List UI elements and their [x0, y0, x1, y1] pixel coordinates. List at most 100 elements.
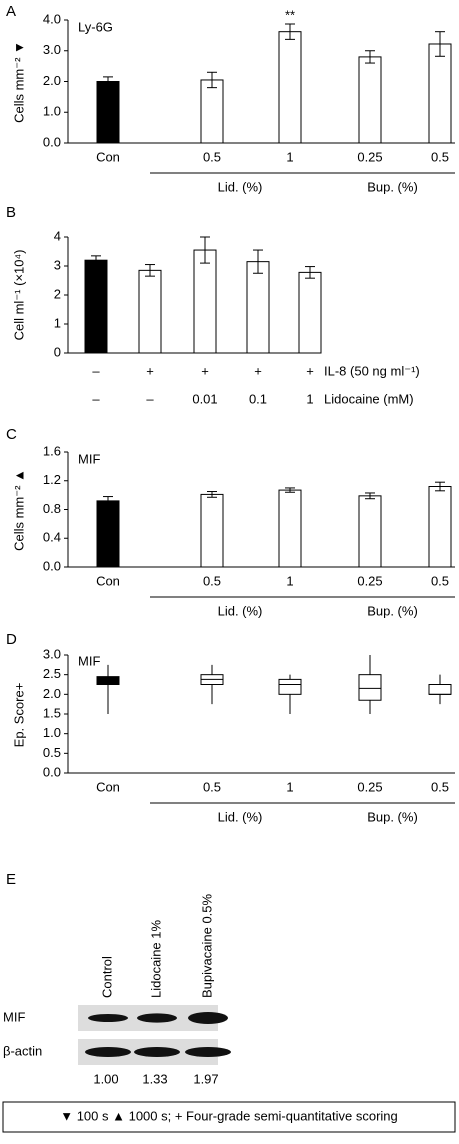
y-tick-label: 2	[54, 286, 61, 301]
x-tick-label: –	[146, 391, 154, 406]
footnote-box	[2, 1101, 456, 1133]
y-tick-label: 0.0	[43, 134, 61, 149]
y-tick-label: 0	[54, 344, 61, 359]
x-tick-label: 0.5	[203, 149, 221, 164]
y-tick-label: 0.4	[43, 530, 61, 545]
y-tick-label: 1.0	[43, 725, 61, 740]
y-tick-label: 2.0	[43, 73, 61, 88]
x-tick-label: –	[92, 391, 100, 406]
x-tick-label: +	[254, 363, 262, 378]
y-axis-label: Cells mm⁻² ▲	[11, 469, 26, 551]
y-tick-label: 1	[54, 315, 61, 330]
lane-label: Lidocaine 1%	[148, 920, 163, 998]
loading-band	[134, 1047, 180, 1057]
x-tick-label: 1	[286, 779, 293, 794]
bar	[84, 259, 108, 354]
x-tick-label: +	[201, 363, 209, 378]
y-tick-label: 1.2	[43, 472, 61, 487]
bar	[96, 500, 120, 568]
panel-letter: B	[6, 204, 16, 221]
loading-band	[85, 1047, 131, 1057]
group-label: Lid. (%)	[218, 603, 263, 618]
bar	[298, 271, 322, 354]
y-tick-label: 4.0	[43, 11, 61, 26]
x-tick-label: Con	[96, 573, 120, 588]
y-tick-label: 0.0	[43, 764, 61, 779]
y-tick-label: 0.5	[43, 745, 61, 760]
x-row-name: IL-8 (50 ng ml⁻¹)	[324, 363, 420, 378]
lane-label: Bupivacaine 0.5%	[199, 893, 214, 998]
x-tick-label: 1	[286, 149, 293, 164]
y-tick-label: 1.6	[43, 443, 61, 458]
y-tick-label: 0.0	[43, 558, 61, 573]
bar	[358, 56, 382, 144]
x-tick-label: 1	[286, 573, 293, 588]
box	[278, 678, 302, 695]
group-label: Bup. (%)	[367, 179, 418, 194]
panel-letter: E	[6, 871, 16, 888]
x-tick-label: 1	[306, 391, 313, 406]
y-tick-label: 2.5	[43, 666, 61, 681]
x-tick-label: 0.1	[249, 391, 267, 406]
panel-annotation: Ly-6G	[78, 19, 113, 34]
panel-letter: A	[6, 3, 16, 20]
x-tick-label: +	[306, 363, 314, 378]
y-tick-label: 3.0	[43, 646, 61, 661]
x-tick-label: 0.5	[431, 779, 449, 794]
footnote: ▼ 100 s ▲ 1000 s; + Four-grade semi-quan…	[60, 1108, 398, 1123]
y-tick-label: 4	[54, 228, 61, 243]
y-tick-label: 3.0	[43, 42, 61, 57]
x-tick-label: Con	[96, 149, 120, 164]
x-tick-label: –	[92, 363, 100, 378]
y-tick-label: 3	[54, 257, 61, 272]
bar	[96, 81, 120, 144]
x-tick-label: 0.25	[357, 149, 382, 164]
y-tick-label: 1.5	[43, 705, 61, 720]
loading-band	[185, 1047, 231, 1057]
group-label: Lid. (%)	[218, 179, 263, 194]
bar	[278, 31, 302, 144]
x-tick-label: Con	[96, 779, 120, 794]
x-row-name: Lidocaine (mM)	[324, 391, 414, 406]
value-label: 1.97	[193, 1071, 218, 1086]
y-axis-label: Cell ml⁻¹ (×10⁴)	[11, 250, 26, 341]
lane-label: Control	[99, 956, 114, 998]
x-tick-label: 0.5	[431, 573, 449, 588]
x-tick-label: 0.01	[192, 391, 217, 406]
blot-band	[88, 1014, 128, 1022]
x-tick-label: 0.5	[203, 573, 221, 588]
blot-band	[137, 1013, 177, 1023]
panel-letter: C	[6, 426, 17, 443]
box	[428, 684, 452, 695]
bar	[138, 269, 162, 354]
x-tick-label: +	[146, 363, 154, 378]
box	[96, 676, 120, 686]
panel-annotation: MIF	[78, 451, 100, 466]
bar	[358, 495, 382, 568]
bar	[193, 249, 217, 354]
panel-annotation: MIF	[78, 653, 100, 668]
blot-band	[188, 1012, 228, 1024]
value-label: 1.00	[93, 1071, 118, 1086]
y-tick-label: 2.0	[43, 686, 61, 701]
value-label: 1.33	[142, 1071, 167, 1086]
significance: **	[285, 7, 295, 22]
y-tick-label: 0.8	[43, 501, 61, 516]
x-tick-label: 0.25	[357, 779, 382, 794]
row-label: β-actin	[3, 1043, 42, 1058]
panel-letter: D	[6, 631, 17, 648]
group-label: Lid. (%)	[218, 809, 263, 824]
group-label: Bup. (%)	[367, 603, 418, 618]
bar	[246, 261, 270, 354]
y-tick-label: 1.0	[43, 104, 61, 119]
group-label: Bup. (%)	[367, 809, 418, 824]
bar	[428, 486, 452, 568]
x-tick-label: 0.5	[431, 149, 449, 164]
x-tick-label: 0.5	[203, 779, 221, 794]
y-axis-label: Ep. Score+	[11, 683, 26, 748]
x-tick-label: 0.25	[357, 573, 382, 588]
bar	[200, 79, 224, 144]
row-label: MIF	[3, 1009, 25, 1024]
y-axis-label: Cells mm⁻² ▼	[11, 41, 26, 123]
